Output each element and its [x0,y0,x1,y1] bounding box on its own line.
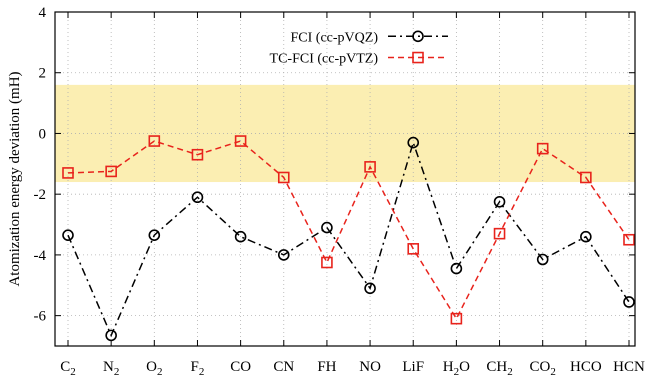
x-tick-label: CH2 [486,359,512,378]
y-tick-label: -4 [34,248,47,264]
y-tick-labels: -6 -4 -2 0 2 4 [34,5,47,325]
data-point-tc-fci [62,167,74,179]
data-point-tc-fci [450,312,463,325]
data-point-fci [191,191,204,204]
data-point-fci [234,230,247,243]
legend-label-tc-fci: TC-FCI (cc-pVTZ) [270,52,379,67]
data-point-fci [623,296,635,308]
x-tick-label: H2O [443,359,470,378]
y-tick-label: -2 [34,187,47,203]
data-point-fci [580,230,592,243]
data-point-fci [493,195,506,208]
x-tick-label: F2 [191,359,205,378]
data-point-tc-fci [234,135,247,147]
axis-ticks [55,11,635,346]
x-tick-label: HCN [613,359,645,375]
x-tick-label: C2 [60,359,76,378]
legend-label-fci: FCI (cc-pVQZ) [291,30,379,45]
legend: FCI (cc-pVQZ) TC-FCI (cc-pVTZ) [270,30,448,67]
data-point-tc-fci [493,227,506,240]
plot-frame [54,11,636,347]
data-point-fci [62,229,74,241]
data-point-tc-fci [623,233,635,246]
x-tick-label: LiF [402,359,424,375]
data-point-fci [148,229,161,241]
data-point-fci [536,253,549,266]
x-tick-label: CO2 [530,359,556,378]
y-tick-label: 2 [39,66,47,82]
data-point-fci [321,221,333,234]
x-tick-label: N2 [103,359,119,378]
data-point-tc-fci [580,171,592,184]
x-tick-labels: C2 N2 O2 F2 CO CN FH NO LiF H2O CH2 CO2 HCO HCN [60,359,645,378]
data-point-fci [407,136,420,149]
grid [55,12,635,346]
series-line-fci [67,140,630,338]
x-tick-label: CO [230,359,251,375]
x-tick-label: FH [317,359,336,375]
y-axis-label: Atomization energy deviation (mH) [7,71,23,286]
data-point-tc-fci [407,243,420,255]
x-tick-label: CN [273,359,294,375]
x-tick-label: HCO [570,359,602,375]
y-tick-label: 4 [39,5,47,21]
legend-marker-tc-fci [412,51,424,64]
y-tick-label: -6 [34,309,47,325]
data-point-tc-fci [277,171,290,184]
data-point-fci [364,282,376,295]
data-point-tc-fci [321,256,333,269]
data-point-tc-fci [191,148,204,161]
series-line-tc-fci [67,140,630,321]
data-point-tc-fci [105,165,117,178]
data-point-fci [277,249,290,261]
data-point-tc-fci [364,161,376,173]
series-markers [62,135,635,342]
legend-marker-fci [412,30,424,43]
data-point-tc-fci [536,142,549,155]
x-tick-label: NO [359,359,381,375]
series-lines [67,140,630,338]
y-tick-label: 0 [39,126,47,142]
data-point-fci [450,262,463,275]
data-point-tc-fci [148,135,161,147]
x-tick-label: O2 [146,359,162,378]
